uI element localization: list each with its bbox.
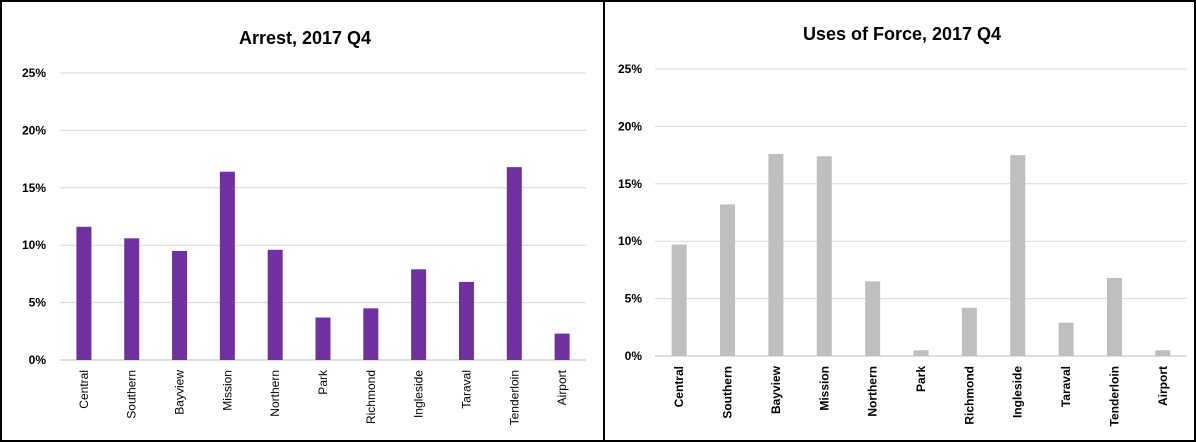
arrest-y-tick-label: 0% <box>29 353 47 367</box>
force-category-label: Bayview <box>769 365 783 414</box>
arrest-category-label: Tenderloin <box>507 370 521 425</box>
force-category-label: Southern <box>721 366 735 419</box>
force-y-tick-label: 5% <box>625 292 643 306</box>
force-chart-title: Uses of Force, 2017 Q4 <box>803 24 1001 44</box>
force-bar-southern <box>720 204 736 356</box>
arrest-bar-taraval <box>458 281 474 360</box>
arrest-category-label: Taraval <box>459 370 473 409</box>
force-y-tick-label: 25% <box>618 62 642 76</box>
arrest-category-label: Ingleside <box>412 370 426 418</box>
force-bar-taraval <box>1058 322 1074 356</box>
force-y-tick-label: 15% <box>618 177 642 191</box>
arrest-category-label: Richmond <box>364 370 378 424</box>
arrest-y-tick-label: 15% <box>22 181 46 195</box>
force-category-label: Park <box>914 366 928 392</box>
arrest-category-label: Southern <box>125 370 139 419</box>
force-category-label: Central <box>672 366 686 407</box>
arrest-category-label: Central <box>77 370 91 409</box>
force-y-tick-label: 20% <box>618 119 642 133</box>
arrest-category-label: Park <box>316 369 330 395</box>
force-category-label: Richmond <box>962 366 976 425</box>
force-category-label: Mission <box>817 366 831 411</box>
arrest-bar-southern <box>124 238 140 360</box>
force-bar-northern <box>865 281 881 356</box>
force-category-label: Tenderloin <box>1107 366 1121 426</box>
arrest-bar-tenderloin <box>506 167 522 360</box>
force-bar-ingleside <box>1010 155 1026 356</box>
force-bar-tenderloin <box>1106 277 1122 356</box>
arrest-bar-bayview <box>172 250 188 360</box>
force-bar-richmond <box>961 307 977 356</box>
uses-of-force-chart: Uses of Force, 2017 Q4 0% 5% 10% 15% 20% 25% Ce… <box>618 24 1187 426</box>
arrest-category-label: Bayview <box>173 370 187 415</box>
force-y-tick-label: 10% <box>618 234 642 248</box>
arrest-y-tick-label: 25% <box>22 66 46 80</box>
force-category-label: Airport <box>1156 366 1170 406</box>
force-bar-bayview <box>768 153 784 356</box>
arrest-bar-mission <box>219 171 235 360</box>
arrest-bar-airport <box>554 333 570 360</box>
force-bar-park <box>913 350 929 356</box>
force-category-label: Northern <box>866 366 880 417</box>
arrest-chart-panel: Arrest, 2017 Q4 0% 5% 10% 15% 20% 25% Central So… <box>0 0 604 442</box>
arrest-chart: Arrest, 2017 Q4 0% 5% 10% 15% 20% 25% Central So… <box>22 28 586 425</box>
force-bar-mission <box>816 156 832 356</box>
arrest-y-tick-label: 10% <box>22 238 46 252</box>
force-bar-central <box>671 244 687 356</box>
arrest-category-label: Airport <box>555 369 569 405</box>
force-bar-airport <box>1155 350 1171 356</box>
arrest-bar-ingleside <box>411 269 427 360</box>
arrest-bar-richmond <box>363 308 379 360</box>
arrest-chart-title: Arrest, 2017 Q4 <box>239 28 371 48</box>
force-y-tick-label: 0% <box>625 349 643 363</box>
arrest-bar-park <box>315 317 331 360</box>
force-category-label: Taraval <box>1059 366 1073 407</box>
arrest-category-label: Northern <box>268 370 282 417</box>
arrest-bar-northern <box>267 249 283 360</box>
arrest-y-tick-label: 20% <box>22 123 46 137</box>
uses-of-force-chart-panel: Uses of Force, 2017 Q4 0% 5% 10% 15% 20% 25% Ce… <box>603 0 1196 442</box>
force-category-label: Ingleside <box>1011 366 1025 418</box>
arrest-category-label: Mission <box>220 370 234 411</box>
arrest-bar-central <box>76 226 92 360</box>
arrest-y-tick-label: 5% <box>29 296 47 310</box>
